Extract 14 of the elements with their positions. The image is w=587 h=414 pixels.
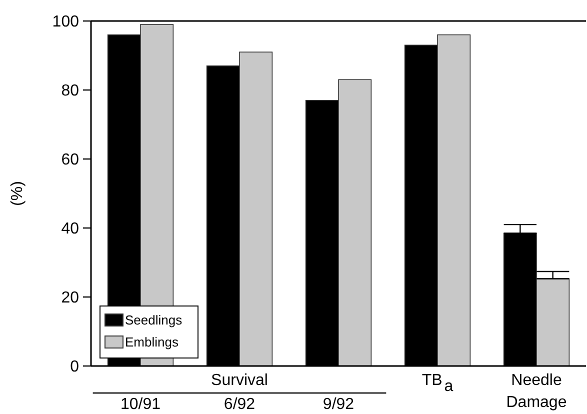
y-axis-title: (%) <box>9 181 26 206</box>
legend-label: Seedlings <box>125 312 183 328</box>
y-tick-label: 60 <box>61 152 80 169</box>
y-tick-label: 100 <box>52 14 80 31</box>
y-tick-label: 20 <box>61 290 80 307</box>
x-tick-label: 9/92 <box>322 396 354 413</box>
x-tick-label: 10/91 <box>120 396 161 413</box>
text: Survival <box>211 372 268 389</box>
y-tick-label: 40 <box>61 220 80 238</box>
x-tick-label: 6/92 <box>224 396 256 413</box>
y-tick-label: 0 <box>70 358 80 376</box>
x-tick-label: Needle Damage <box>506 372 567 411</box>
y-tick-label: 80 <box>61 82 80 100</box>
legend-label: Emblings <box>125 334 179 350</box>
